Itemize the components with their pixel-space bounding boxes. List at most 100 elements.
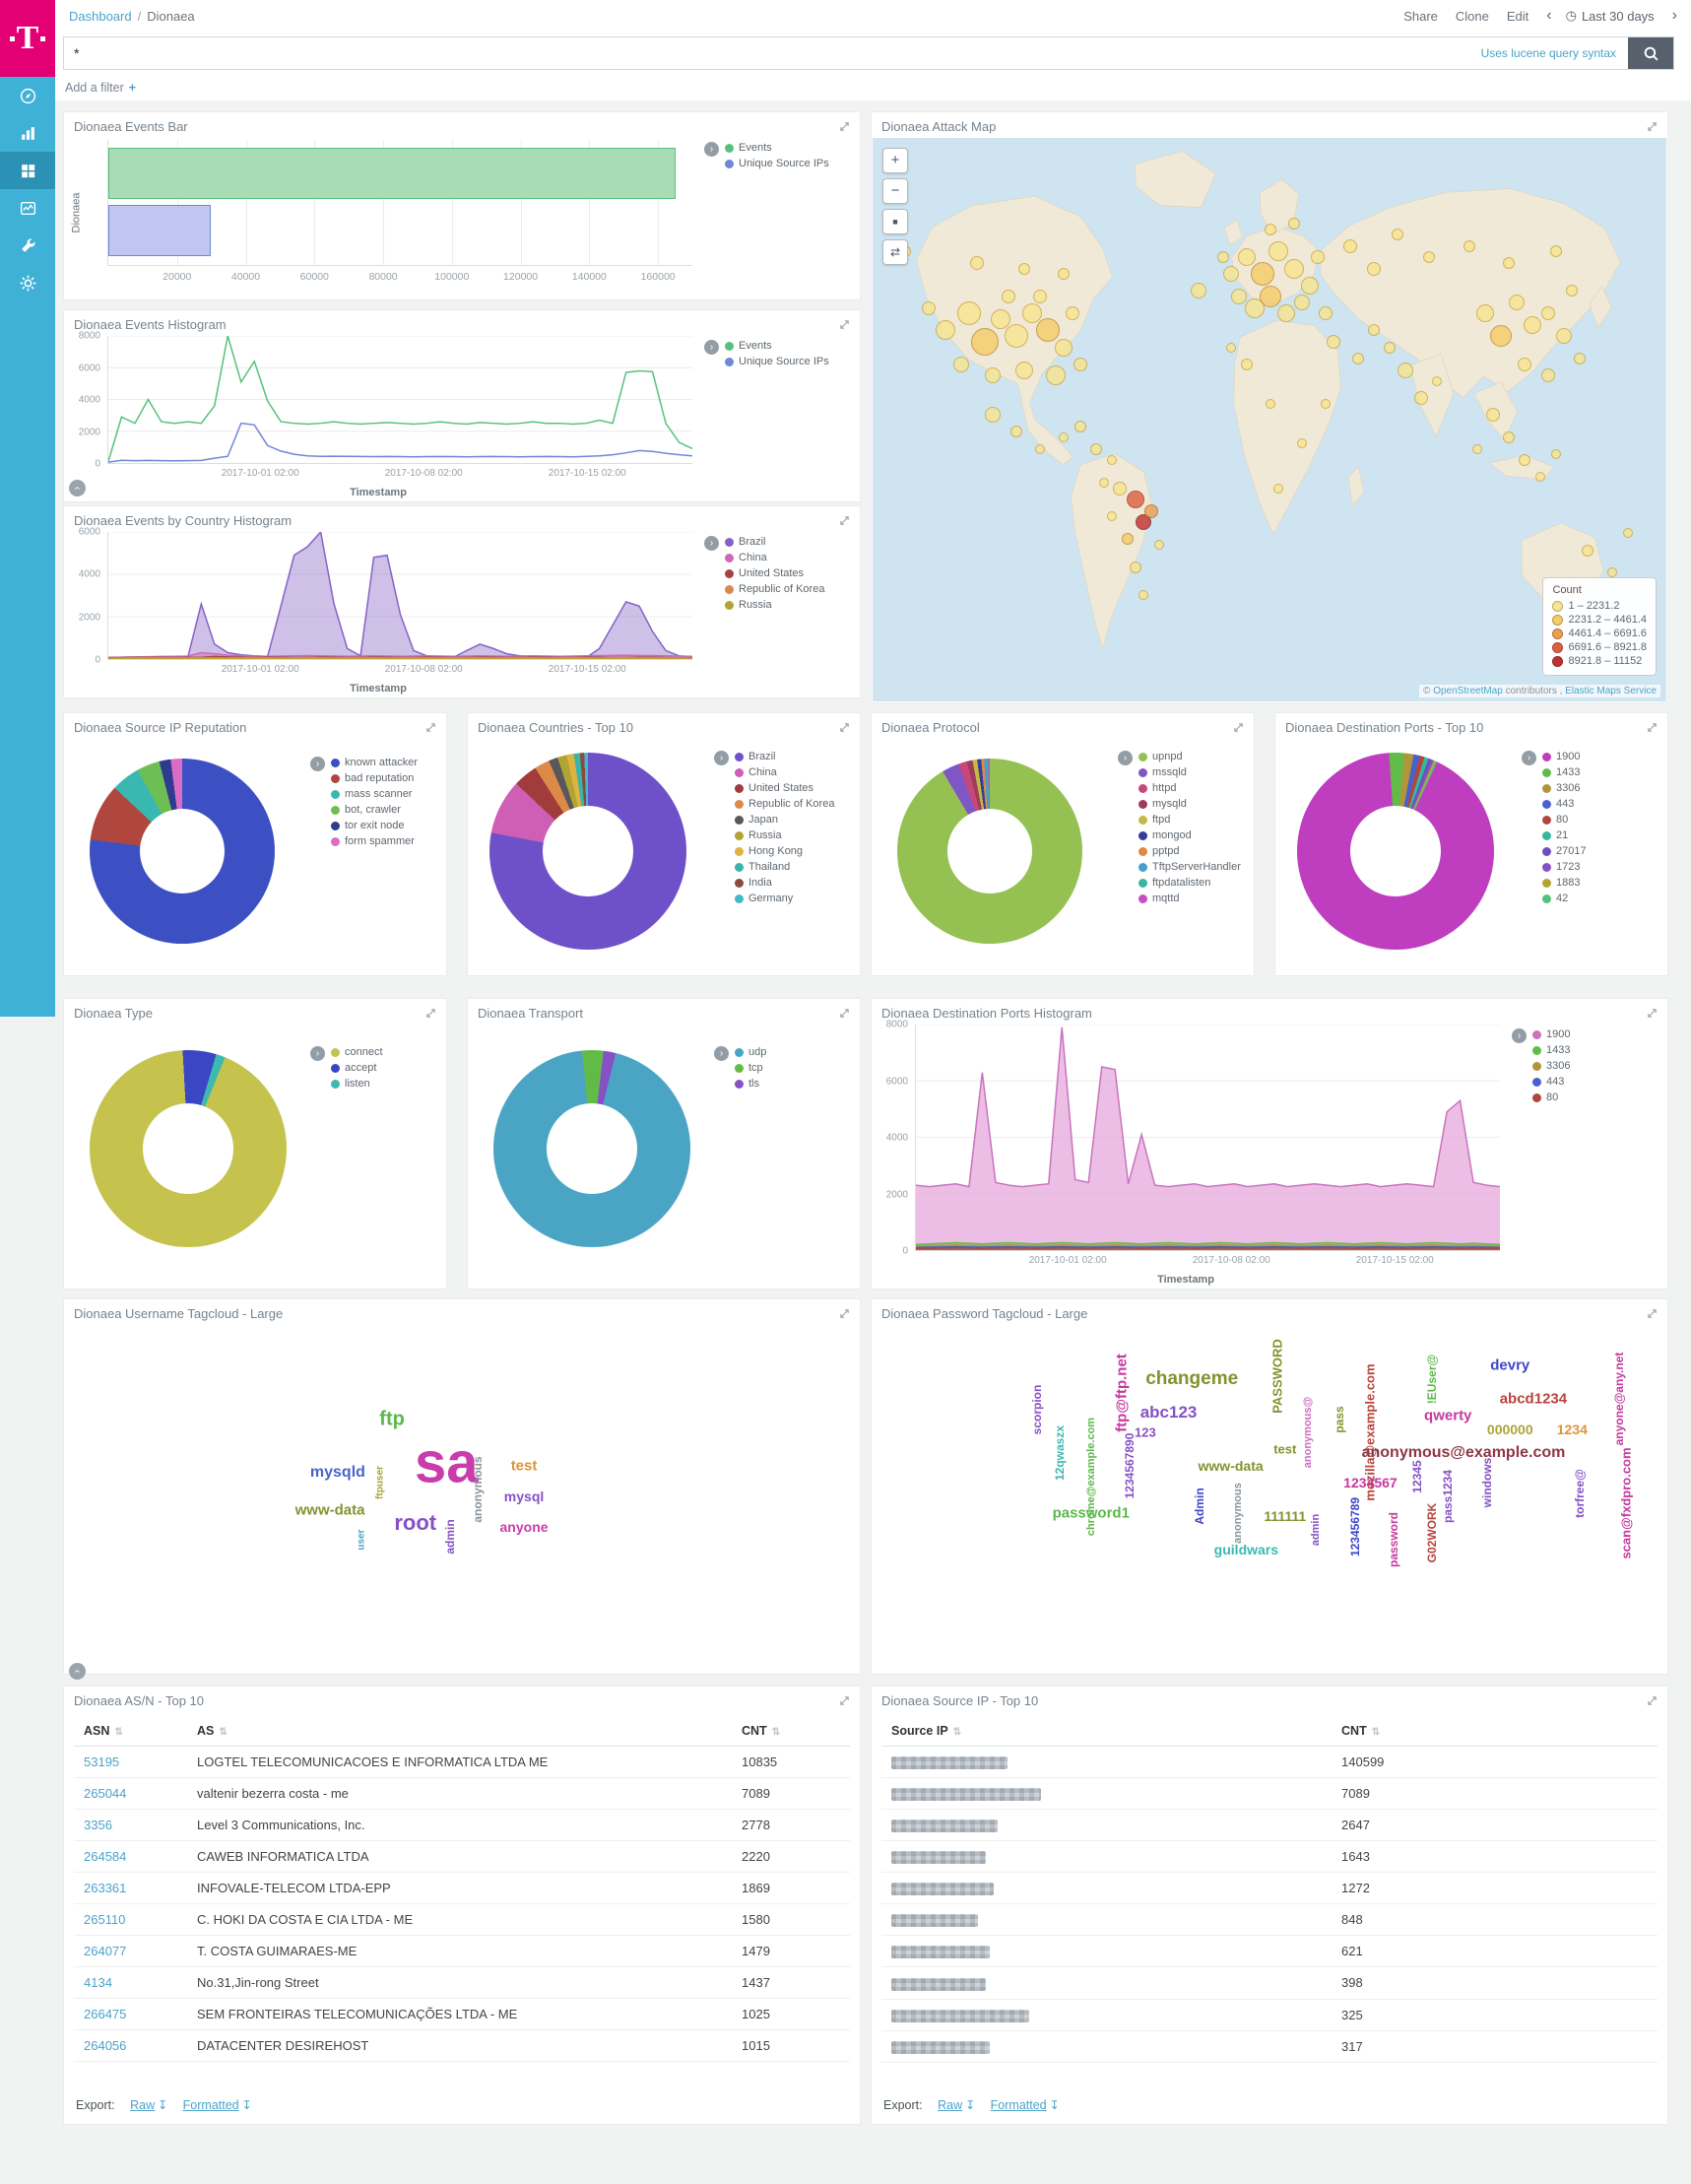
bar-Unique Source IPs[interactable] [108,205,212,256]
legend-item[interactable]: upnpd [1138,751,1241,762]
asn-link[interactable]: 264077 [74,1935,187,1967]
asn-link[interactable]: 265110 [74,1903,187,1936]
tag-word[interactable]: www-data [1198,1458,1264,1475]
legend-item[interactable]: 1433 [1532,1044,1570,1056]
tag-word[interactable]: mysql [503,1489,545,1504]
legend-item[interactable]: udp [735,1046,766,1058]
legend-item[interactable]: 3306 [1542,782,1587,794]
resize-icon[interactable] [839,319,850,330]
sidebar-item-timelion[interactable] [0,189,55,227]
bar-Events[interactable] [108,148,676,199]
resize-icon[interactable] [839,1008,850,1019]
tag-word[interactable]: anonymous@ [1302,1397,1315,1469]
set-extent-button[interactable]: ⇄ [882,239,908,265]
legend-item[interactable]: United States [735,782,834,794]
tag-word[interactable]: torfree@ [1573,1468,1588,1518]
legend-item[interactable]: 80 [1532,1092,1570,1103]
export-raw-link[interactable]: Raw ↧ [130,2098,168,2112]
legend-item[interactable]: 8921.8 – 11152 [1552,655,1647,667]
asn-link[interactable]: 53195 [74,1746,187,1778]
legend-item[interactable]: bad reputation [331,772,418,784]
tag-word[interactable]: 1234567890 [1123,1433,1138,1499]
tag-word[interactable]: 123456789 [1347,1496,1362,1556]
legend-item[interactable]: connect [331,1046,383,1058]
tag-word[interactable]: password [1387,1512,1401,1568]
legend-toggle[interactable]: › [1118,751,1133,765]
tag-word[interactable]: 111111 [1264,1508,1307,1525]
tag-word[interactable]: abc123 [1139,1403,1198,1422]
legend-item[interactable]: Russia [725,599,824,611]
tag-word[interactable]: mysqld [309,1464,365,1482]
transport-donut[interactable] [493,1050,690,1247]
tag-word[interactable]: admin [443,1519,458,1555]
legend-item[interactable]: 3306 [1532,1060,1570,1072]
legend-item[interactable]: mssqld [1138,766,1241,778]
tag-word[interactable]: anyone@any.net [1611,1352,1626,1446]
tag-word[interactable]: abcd1234 [1499,1390,1568,1408]
legend-item[interactable]: 443 [1542,798,1587,810]
legend-item[interactable]: 27017 [1542,845,1587,857]
legend-item[interactable]: ftpd [1138,814,1241,826]
legend-item[interactable]: accept [331,1062,383,1074]
tag-word[interactable]: pass [1332,1406,1346,1433]
column-header[interactable]: Source IP ⇅ [881,1716,1333,1747]
tag-word[interactable]: scan@fxdpro.com [1618,1447,1634,1559]
asn-link[interactable]: 3356 [74,1809,187,1841]
legend-item[interactable]: 1433 [1542,766,1587,778]
legend-item[interactable]: 443 [1532,1076,1570,1088]
legend-item[interactable]: mongod [1138,829,1241,841]
legend-item[interactable]: known attacker [331,757,418,768]
legend-item[interactable]: Brazil [725,536,824,548]
tag-word[interactable]: test [1273,1441,1297,1457]
zoom-out-button[interactable]: − [882,178,908,204]
fit-bounds-button[interactable]: ■ [882,209,908,234]
resize-icon[interactable] [839,722,850,733]
legend-item[interactable]: Germany [735,893,834,904]
legend-item[interactable]: India [735,877,834,889]
resize-icon[interactable] [1647,1695,1658,1706]
attack-map[interactable]: + − ■ ⇄ Count 1 – 2231.2 2231.2 – 4461.4 4… [873,138,1666,701]
search-input[interactable] [64,45,1481,61]
resize-icon[interactable] [1233,722,1244,733]
asn-link[interactable]: 266475 [74,1998,187,2030]
legend-toggle[interactable]: › [714,1046,729,1061]
legend-item[interactable]: Brazil [735,751,834,762]
elastic-maps-link[interactable]: Elastic Maps Service [1565,686,1657,696]
legend-item[interactable]: 1 – 2231.2 [1552,600,1647,612]
legend-toggle[interactable]: › [704,536,719,551]
tag-word[interactable]: ftp [379,1408,405,1430]
legend-item[interactable]: Republic of Korea [735,798,834,810]
legend-item[interactable]: httpd [1138,782,1241,794]
edit-button[interactable]: Edit [1506,8,1529,24]
countries-donut[interactable] [489,753,686,950]
asn-link[interactable]: 4134 [74,1966,187,1999]
column-header[interactable]: CNT ⇅ [732,1716,850,1747]
legend-item[interactable]: form spammer [331,835,418,847]
export-formatted-link[interactable]: Formatted ↧ [182,2098,252,2112]
tag-word[interactable]: www-data [294,1501,365,1519]
column-header[interactable]: AS ⇅ [187,1716,732,1747]
share-button[interactable]: Share [1403,8,1438,24]
protocol-donut[interactable] [897,759,1082,944]
legend-item[interactable]: Russia [735,829,834,841]
tag-word[interactable]: anonymous [1232,1483,1245,1544]
tag-word[interactable]: Admin [1193,1488,1207,1525]
legend-item[interactable]: TftpServerHandler [1138,861,1241,873]
clone-button[interactable]: Clone [1455,8,1489,24]
tag-word[interactable]: 12345 [1409,1459,1424,1493]
time-forward-icon[interactable]: › [1671,7,1677,24]
asn-link[interactable]: 263361 [74,1872,187,1904]
legend-item[interactable]: pptpd [1138,845,1241,857]
legend-item[interactable]: 1900 [1532,1028,1570,1040]
tag-word[interactable]: 12qwaszx [1053,1424,1068,1481]
tag-word[interactable]: 000000 [1486,1422,1533,1437]
resize-icon[interactable] [1647,1008,1658,1019]
resize-icon[interactable] [1647,1308,1658,1319]
legend-toggle[interactable]: › [714,751,729,765]
tag-word[interactable]: password1 [1052,1504,1130,1522]
sidebar-item-dashboard[interactable] [0,152,55,189]
asn-link[interactable]: 264584 [74,1840,187,1873]
legend-item[interactable]: China [735,766,834,778]
legend-item[interactable]: 21 [1542,829,1587,841]
breadcrumb-dashboard-link[interactable]: Dashboard [69,8,132,24]
